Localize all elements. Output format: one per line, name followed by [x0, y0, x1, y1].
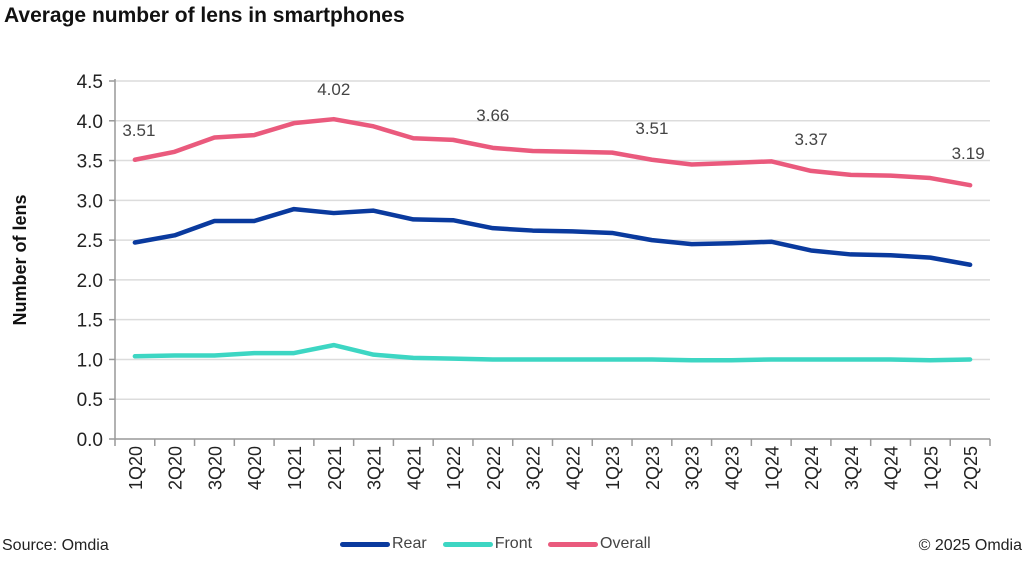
x-tick-label: 1Q24 [762, 446, 782, 490]
x-tick-label: 4Q20 [245, 446, 265, 490]
legend-swatch [548, 541, 599, 547]
data-label: 3.66 [476, 106, 509, 125]
x-tick-label: 3Q22 [524, 446, 544, 490]
copyright-note: © 2025 Omdia [918, 537, 1022, 554]
x-tick-label: 1Q20 [126, 446, 146, 490]
legend-item-rear: Rear [340, 535, 427, 553]
x-tick-label: 2Q22 [484, 446, 504, 490]
y-tick-label: 2.5 [77, 231, 103, 252]
x-tick-label: 1Q21 [285, 446, 305, 490]
legend-item-front: Front [442, 535, 533, 553]
x-tick-label: 2Q21 [325, 446, 345, 490]
legend-swatch [340, 541, 390, 547]
x-tick-label: 3Q20 [205, 446, 225, 490]
data-label: 3.51 [122, 121, 155, 140]
source-note: Source: Omdia [2, 537, 109, 554]
y-tick-label: 3.0 [77, 191, 103, 212]
y-tick-label: 0.5 [77, 390, 103, 411]
x-tick-label: 4Q21 [404, 446, 424, 490]
x-tick-label: 4Q24 [882, 446, 902, 490]
y-tick-label: 4.5 [77, 72, 103, 93]
x-tick-label: 2Q25 [961, 446, 981, 490]
y-tick-label: 1.5 [77, 311, 103, 332]
y-tick-label: 0.0 [77, 430, 103, 451]
x-tick-label: 2Q20 [166, 446, 186, 490]
x-tick-label: 2Q24 [802, 446, 822, 490]
chart-title: Average number of lens in smartphones [4, 4, 405, 27]
x-tick-label: 1Q23 [603, 446, 623, 490]
x-tick-label: 2Q23 [643, 446, 663, 490]
legend-item-overall: Overall [548, 535, 651, 553]
x-tick-label: 3Q23 [683, 446, 703, 490]
y-tick-label: 4.0 [77, 112, 103, 133]
data-label: 4.02 [317, 80, 350, 99]
y-tick-label: 2.0 [77, 271, 103, 292]
legend-swatch [442, 541, 493, 547]
x-tick-label: 1Q22 [444, 446, 464, 490]
series-line-rear [132, 206, 973, 268]
x-tick-label: 4Q22 [563, 446, 583, 490]
x-tick-label: 4Q23 [722, 446, 742, 490]
y-tick-label: 3.5 [77, 152, 103, 173]
series-line-front [132, 342, 973, 363]
legend: Rear Front Overall [340, 535, 651, 553]
series-line-overall [132, 116, 973, 188]
y-axis-label: Number of lens [10, 194, 30, 325]
legend-label: Front [494, 535, 533, 552]
legend-label: Rear [392, 535, 427, 552]
data-label: 3.19 [952, 144, 985, 163]
x-tick-label: 1Q25 [921, 446, 941, 490]
data-label: 3.37 [794, 130, 827, 149]
legend-label: Overall [600, 535, 651, 552]
data-label: 3.51 [635, 119, 668, 138]
y-tick-label: 1.0 [77, 350, 103, 371]
x-tick-label: 3Q21 [365, 446, 385, 490]
x-tick-label: 3Q24 [842, 446, 862, 490]
